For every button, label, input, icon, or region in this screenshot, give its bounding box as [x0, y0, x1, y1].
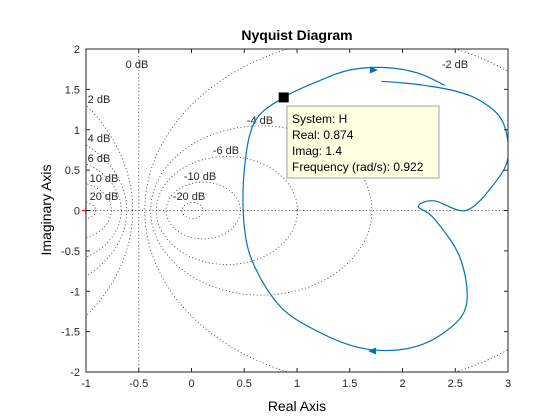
- x-axis-label: Real Axis: [268, 398, 326, 414]
- x-tick-label: 2.5: [448, 378, 463, 390]
- m-circle-label-neg10dB: -10 dB: [184, 171, 216, 183]
- x-tick-label: -0.5: [129, 378, 148, 390]
- y-tick-label: 0: [74, 206, 80, 218]
- y-tick-label: -2: [70, 367, 80, 379]
- m-circle-20dB: [86, 201, 96, 220]
- datatip-marker: [278, 92, 289, 103]
- nyquist-curve-layer: [242, 66, 508, 355]
- m-circle-label-neg4dB: -4 dB: [247, 115, 273, 127]
- y-tick-label: -1: [70, 286, 80, 298]
- direction-arrow-lower: [367, 347, 376, 355]
- datatip-line-3: Frequency (rad/s): 0.922: [292, 160, 424, 174]
- x-tick-label: 2: [399, 378, 405, 390]
- m-circle-neg4dB: [150, 125, 373, 296]
- x-tick-label: 1.5: [342, 378, 357, 390]
- x-tick-label: 0: [188, 378, 194, 390]
- datatip[interactable]: System: H Real: 0.874 Imag: 1.4 Frequency (…: [278, 92, 440, 179]
- m-circle-label-0dB: 0 dB: [126, 59, 149, 71]
- x-tick-label: -1: [81, 378, 91, 390]
- datatip-line-2: Imag: 1.4: [292, 144, 342, 158]
- m-circle-4dB: [86, 144, 128, 277]
- x-tick-label: 1: [294, 378, 300, 390]
- m-circle-label-neg2dB: -2 dB: [442, 59, 468, 71]
- tick-layer: -1 -0.5 0 0.5 1 1.5 2 2.5 3 -2 -1.5 -1 -0.5 0 0.5 1 1.5 2: [61, 44, 511, 390]
- y-tick-label: -1.5: [61, 327, 80, 339]
- m-circle-label-6dB: 6 dB: [88, 153, 111, 165]
- m-circle-label-10dB: 10 dB: [90, 173, 119, 185]
- x-tick-label: 0.5: [237, 378, 252, 390]
- m-circle-label-neg6dB: -6 dB: [213, 145, 239, 157]
- m-circle-grid: 0 dB 2 dB 4 dB 6 dB 10 dB 20 dB -2 dB -4 dB -6 d…: [86, 49, 508, 372]
- plot-area: 0 dB 2 dB 4 dB 6 dB 10 dB 20 dB -2 dB -4 dB -6 d…: [61, 44, 511, 390]
- y-tick-label: 2: [74, 44, 80, 56]
- datatip-line-1: Real: 0.874: [292, 128, 354, 142]
- y-axis-label: Imaginary Axis: [38, 164, 54, 255]
- x-tick-label: 3: [505, 378, 511, 390]
- m-circle-neg20dB: [181, 201, 204, 220]
- m-circle-label-2dB: 2 dB: [88, 94, 111, 106]
- y-tick-label: 1.5: [65, 84, 80, 96]
- m-circle-2dB: [86, 104, 134, 317]
- m-circle-label-20dB: 20 dB: [90, 191, 119, 203]
- nyquist-curve-0: [242, 66, 508, 352]
- y-tick-label: -0.5: [61, 246, 80, 258]
- datatip-line-0: System: H: [292, 112, 347, 126]
- y-tick-label: 1: [74, 125, 80, 137]
- m-circle-label-neg20dB: -20 dB: [173, 191, 205, 203]
- m-circle-label-4dB: 4 dB: [88, 133, 111, 145]
- y-tick-label: 0.5: [65, 165, 80, 177]
- datatip-box: [286, 105, 440, 179]
- direction-arrow-upper: [369, 66, 378, 74]
- chart-title: Nyquist Diagram: [241, 27, 352, 43]
